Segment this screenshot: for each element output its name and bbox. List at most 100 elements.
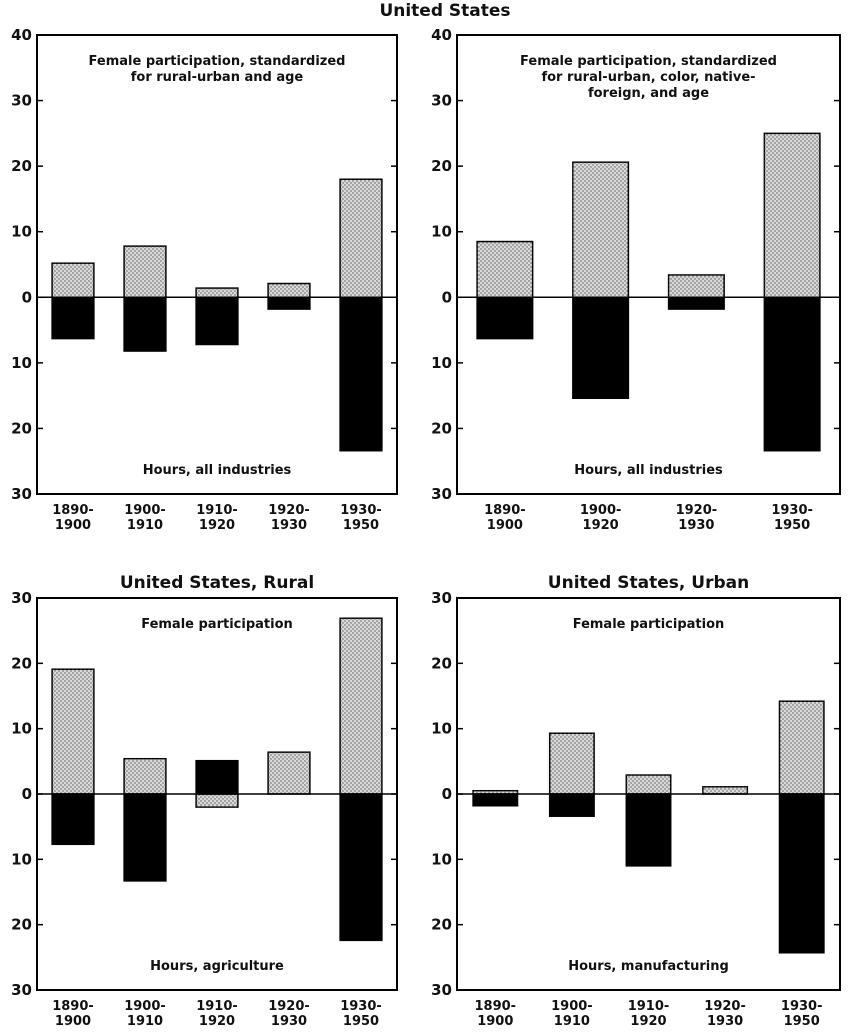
y-tick-label: 10 [431,223,452,241]
text-line: 1920- [704,999,746,1014]
text-line: 1950 [784,1014,820,1029]
y-tick-label: 20 [11,654,32,672]
series-label: Female participation [141,617,293,632]
text-line: 1910 [127,1014,163,1029]
bar [267,296,311,310]
bar [195,296,239,346]
text-line: 1900 [477,1014,513,1029]
chart-title: United States, Rural [120,573,314,593]
bar [572,296,630,400]
bar-texture [779,701,824,794]
text-line: 1930 [707,1014,743,1029]
text-line: 1930 [271,518,307,533]
y-tick-label: 10 [11,354,32,372]
text-line: 1930- [771,503,813,518]
text-line: 1900- [124,503,166,518]
x-tick-label: 1900-1920 [580,503,622,533]
y-tick-label: 20 [11,419,32,437]
bar [339,793,383,942]
series-label: Female participation, standardized for ru… [89,54,346,85]
bar [51,793,95,846]
y-tick-label: 30 [431,981,452,999]
bar [476,296,534,340]
bar [625,793,672,867]
text-line: 1920- [268,503,310,518]
bar-texture [268,283,310,298]
plot-frame [36,597,398,991]
x-tick-label: 1920-1930 [676,503,718,533]
x-tick-label: 1890-1900 [484,503,526,533]
text-line: 1950 [774,518,810,533]
x-tick-label: 1930-1950 [340,503,382,533]
y-tick-label: 10 [431,850,452,868]
y-tick-label: 0 [22,785,32,803]
y-tick-label: 20 [431,654,452,672]
text-line: 1910- [196,503,238,518]
y-tick-label: 10 [431,720,452,738]
text-line: foreign, and age [588,86,709,101]
bar-texture [626,775,671,794]
bar-texture [340,618,382,794]
text-line: 1890- [475,999,517,1014]
text-line: 1890- [484,503,526,518]
text-line: 1950 [343,518,379,533]
bar-texture [340,179,382,298]
y-tick-label: 40 [11,26,32,44]
x-tick-label: 1910-1920 [196,999,238,1029]
bar-texture [477,241,533,298]
bar-texture [196,288,238,298]
x-tick-label: 1900-1910 [124,999,166,1029]
x-tick-label: 1900-1910 [124,503,166,533]
y-tick-label: 20 [431,916,452,934]
bar-texture [668,274,725,298]
text-line: 1910- [628,999,670,1014]
x-tick-label: 1890-1900 [52,503,94,533]
bar [51,296,95,340]
x-tick-label: 1930-1950 [340,999,382,1029]
y-tick-label: 30 [431,92,452,110]
text-line: 1900- [551,999,593,1014]
bar [195,759,239,795]
bar-texture [572,162,629,298]
bar-texture [764,133,820,298]
y-tick-label: 30 [11,92,32,110]
bar-texture [473,790,518,794]
text-line: 1920 [199,1014,235,1029]
text-line: 1920 [630,1014,666,1029]
bar [548,793,595,817]
bar [667,296,725,310]
x-tick-label: 1920-1930 [268,999,310,1029]
bar [763,296,821,452]
x-tick-label: 1930-1950 [771,503,813,533]
text-line: 1930 [678,518,714,533]
text-line: 1930- [340,503,382,518]
series-label: Female participation [573,617,725,632]
text-line: 1920 [199,518,235,533]
y-tick-label: 0 [442,785,452,803]
bar-texture [549,733,595,794]
y-tick-label: 20 [11,157,32,175]
plot-frame [456,34,841,495]
y-tick-label: 30 [431,485,452,503]
bar-texture [52,669,94,794]
y-tick-label: 20 [431,419,452,437]
y-tick-label: 40 [431,26,452,44]
text-line: 1930 [271,1014,307,1029]
text-line: 1900- [580,503,622,518]
bar [123,296,167,352]
bar-texture [196,794,238,808]
y-tick-label: 10 [11,850,32,868]
text-line: 1910- [196,999,238,1014]
text-line: 1910 [127,518,163,533]
x-tick-label: 1930-1950 [781,999,823,1029]
y-tick-label: 20 [11,916,32,934]
plot-frame [456,597,841,991]
series-label: Hours, agriculture [150,959,284,974]
y-tick-label: 0 [22,288,32,306]
text-line: 1900 [487,518,523,533]
text-line: for rural-urban, color, native- [541,70,755,85]
y-tick-label: 30 [11,485,32,503]
series-label: Hours, manufacturing [568,959,729,974]
bar-texture [124,246,166,298]
